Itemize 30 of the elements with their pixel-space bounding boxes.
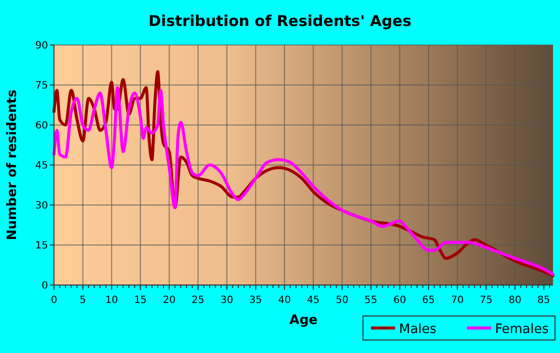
x-tick-label: 65 <box>422 295 435 306</box>
x-tick-label: 10 <box>105 295 118 306</box>
y-tick-label: 45 <box>35 160 48 172</box>
y-tick-label: 75 <box>35 80 48 92</box>
y-tick-label: 30 <box>35 200 48 212</box>
x-axis-title: Age <box>289 313 318 328</box>
y-tick-label: 90 <box>35 40 48 52</box>
x-tick-label: 50 <box>336 295 348 306</box>
x-tick-label: 60 <box>393 295 406 306</box>
x-tick-label: 85 <box>537 295 550 306</box>
x-tick-label: 20 <box>162 295 176 306</box>
y-axis-title: Number of residents <box>5 89 20 240</box>
x-tick-label: 80 <box>508 295 522 306</box>
x-tick-label: 55 <box>364 295 378 306</box>
legend-label: Males <box>399 322 437 337</box>
x-tick-label: 25 <box>192 295 204 306</box>
y-tick-label: 0 <box>42 280 48 292</box>
x-tick-label: 45 <box>306 295 320 306</box>
x-tick-label: 30 <box>220 295 234 306</box>
x-tick-label: 75 <box>480 295 493 306</box>
x-tick-label: 0 <box>50 295 58 306</box>
legend-label: Females <box>495 322 550 337</box>
x-tick-label: 40 <box>278 295 291 306</box>
x-tick-label: 15 <box>134 295 147 306</box>
x-tick-label: 5 <box>80 295 86 306</box>
chart-title: Distribution of Residents' Ages <box>148 12 412 30</box>
y-tick-label: 15 <box>35 240 48 252</box>
x-tick-label: 70 <box>450 295 464 306</box>
x-tick-label: 35 <box>249 295 262 306</box>
y-tick-label: 60 <box>35 120 48 132</box>
